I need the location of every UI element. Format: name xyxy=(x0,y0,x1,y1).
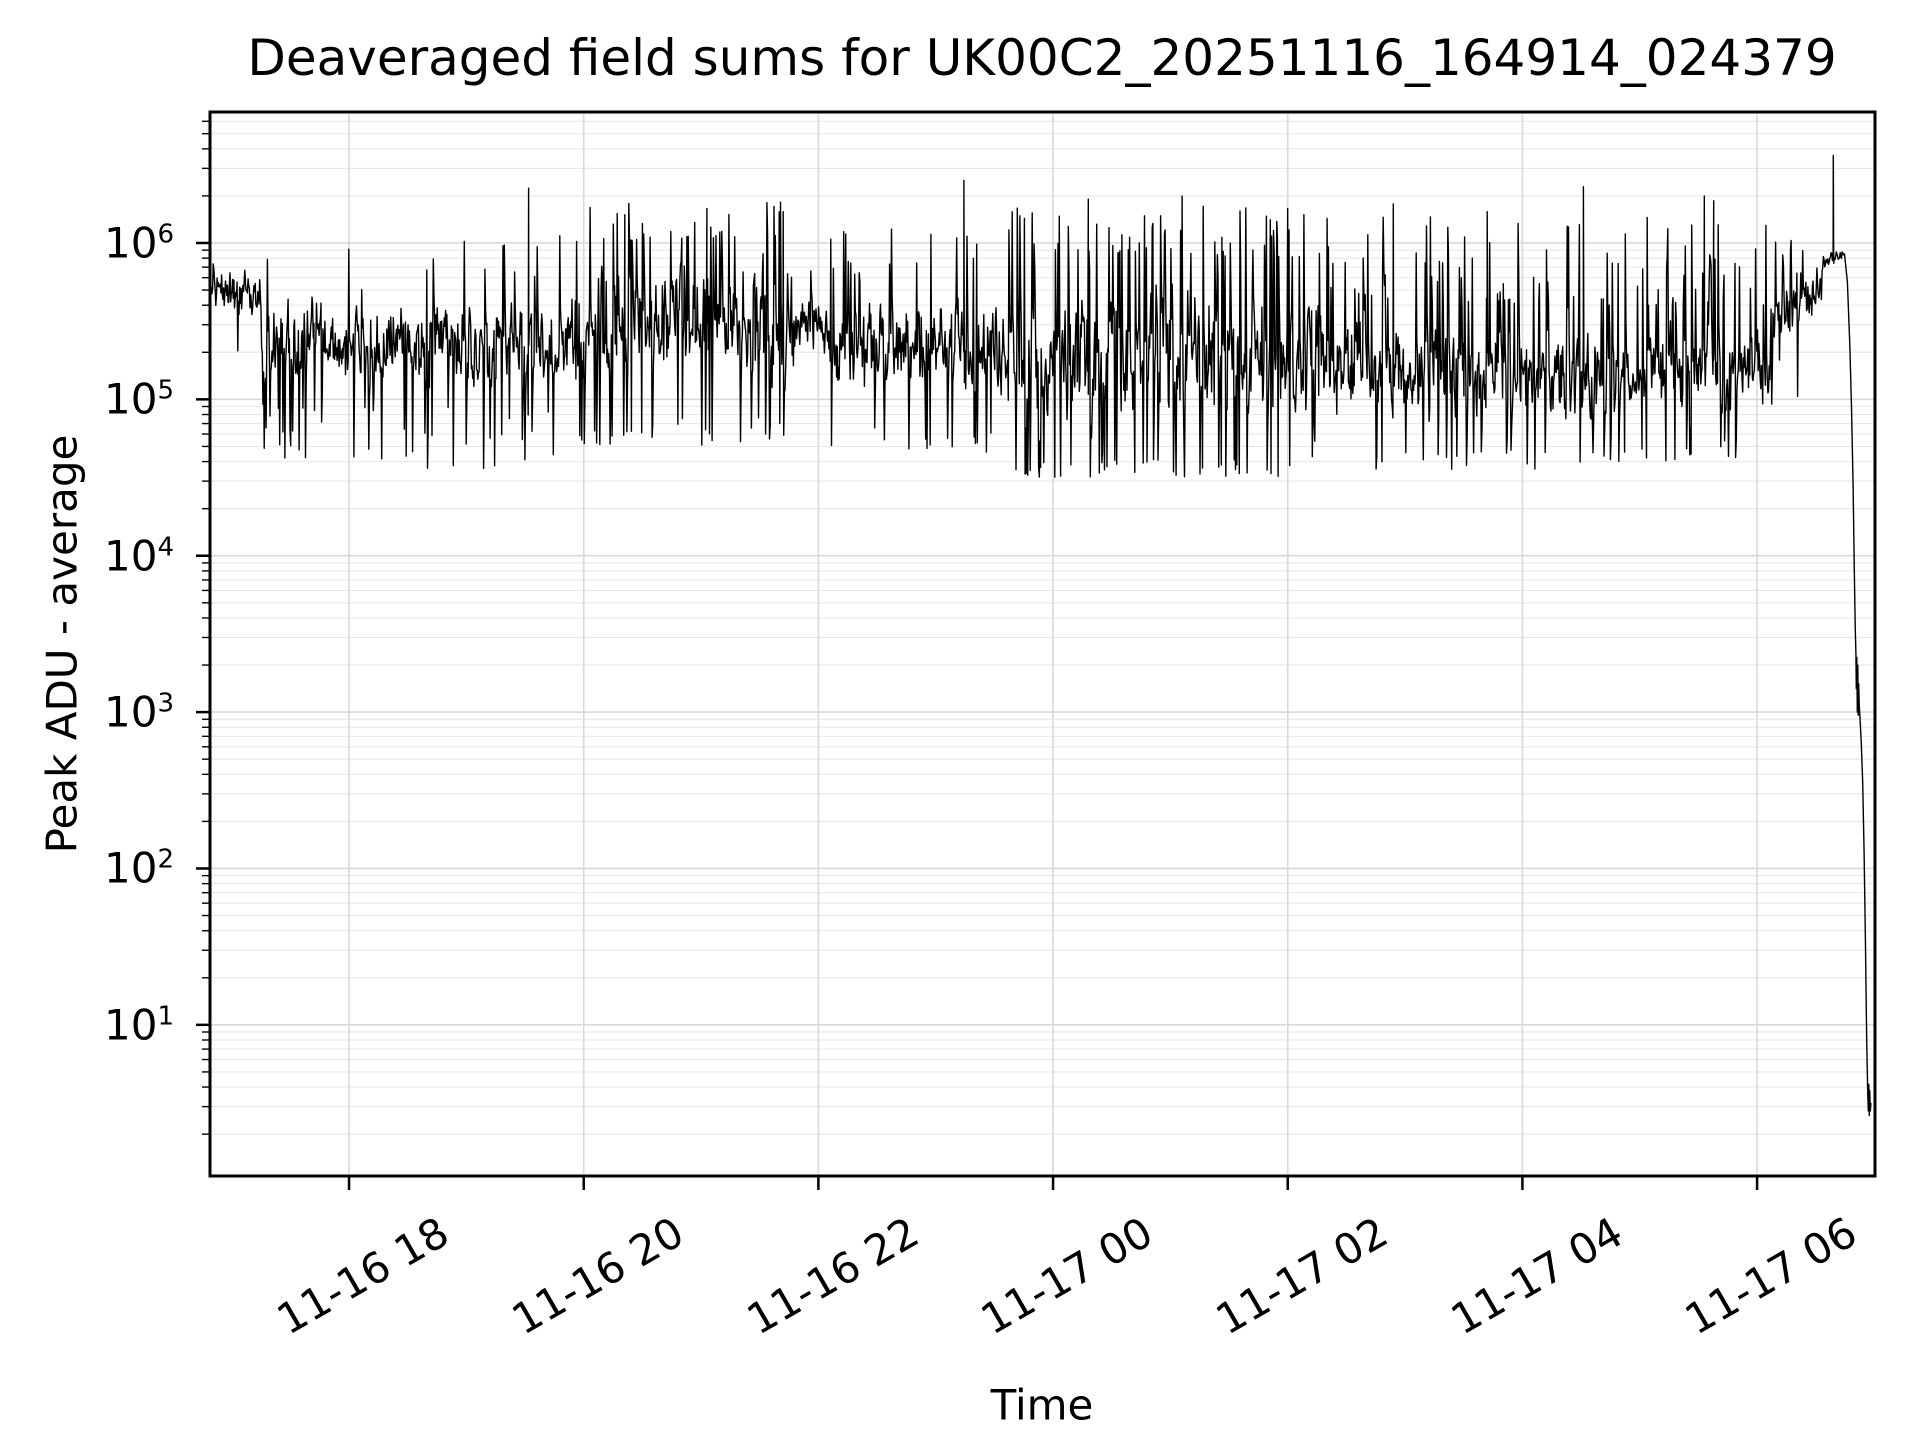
plot-frame xyxy=(208,110,1877,1178)
y-tick-label: 105 xyxy=(103,374,174,424)
data-series xyxy=(210,154,1872,1117)
y-tick-label: 103 xyxy=(103,687,174,737)
y-tick-label: 102 xyxy=(103,843,174,893)
x-axis-label: Time xyxy=(990,1380,1094,1430)
y-tick-label: 104 xyxy=(103,531,174,581)
y-tick-label: 106 xyxy=(103,218,174,268)
data-series-path xyxy=(210,154,1872,1117)
gridlines-minor xyxy=(210,120,1875,1135)
y-axis-label: Peak ADU - average xyxy=(37,434,87,854)
y-tick-label: 101 xyxy=(103,1000,174,1050)
gridlines-major xyxy=(210,112,1875,1176)
chart-title: Deaveraged field sums for UK00C2_2025111… xyxy=(247,29,1837,87)
